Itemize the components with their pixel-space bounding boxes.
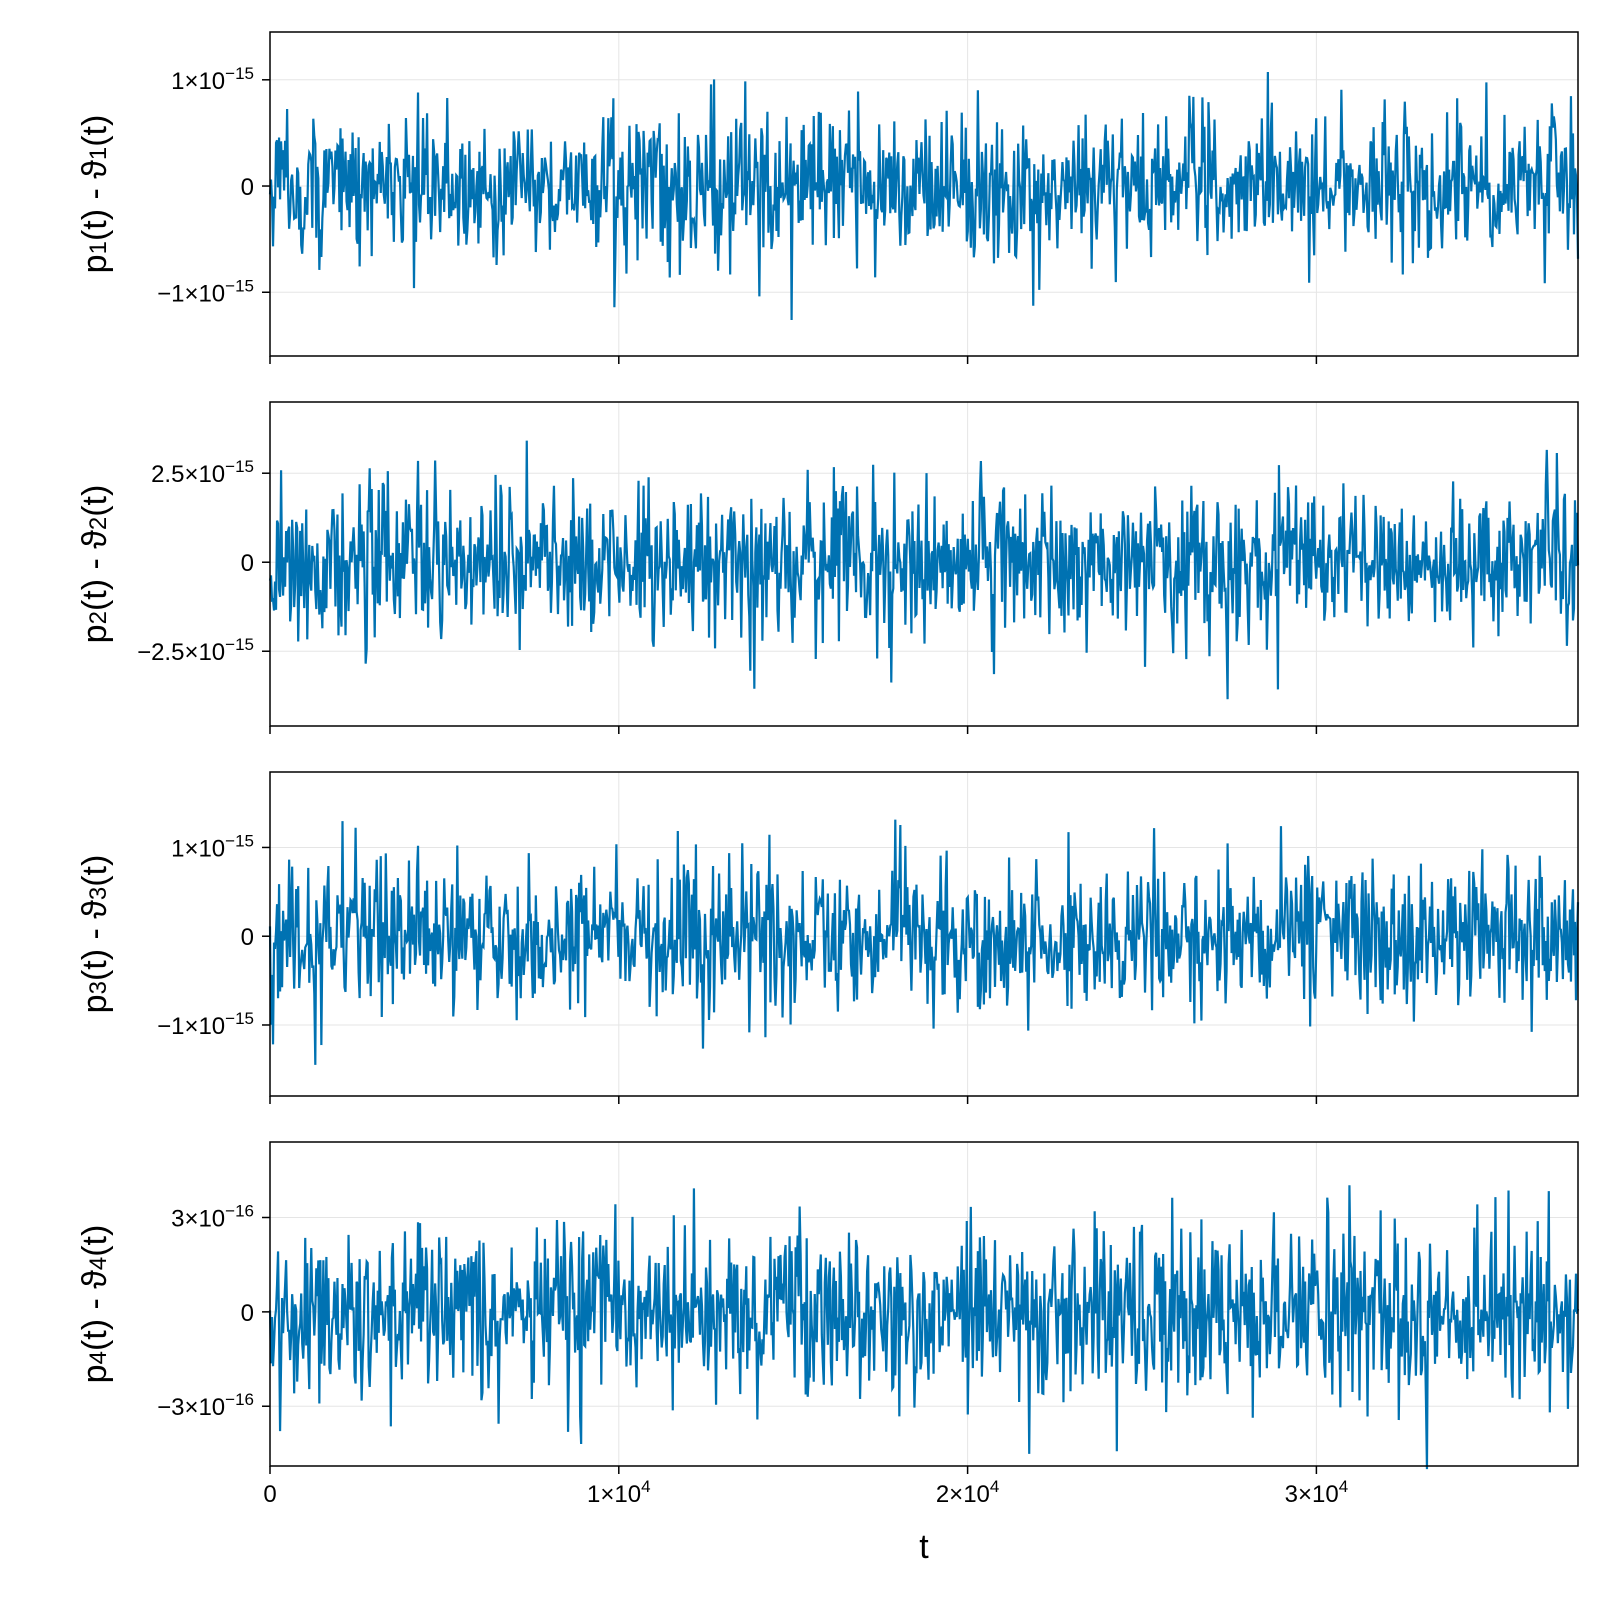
y-tick-label: 0 bbox=[241, 924, 254, 951]
plot-frame bbox=[269, 401, 1579, 727]
x-tick-label: 3×104 bbox=[1285, 1477, 1349, 1508]
series-line-panel-4 bbox=[268, 1185, 1580, 1470]
y-tick-label: −1×10−15 bbox=[157, 276, 254, 307]
y-tick-label: 2.5×10−15 bbox=[151, 457, 254, 488]
y-tick-label: −1×10−15 bbox=[157, 1009, 254, 1040]
series-line-panel-3 bbox=[268, 819, 1580, 1065]
y-tick-label: 0 bbox=[241, 174, 254, 201]
x-tick-label: 0 bbox=[263, 1481, 276, 1508]
plot-frame bbox=[269, 771, 1579, 1097]
plot-frame bbox=[269, 31, 1579, 357]
series-line-panel-1 bbox=[268, 71, 1580, 321]
x-tick-label: 2×104 bbox=[936, 1477, 1000, 1508]
y-tick-label: 3×10−16 bbox=[171, 1201, 254, 1232]
y-axis-title: p4(t) - ϑ4(t) bbox=[76, 1225, 114, 1384]
x-tick-label: 1×104 bbox=[587, 1477, 651, 1508]
y-tick-label: 1×10−15 bbox=[171, 64, 254, 95]
y-tick-label: 1×10−15 bbox=[171, 831, 254, 862]
y-axis-title: p1(t) - ϑ1(t) bbox=[76, 115, 114, 274]
panel-1: 1×10−15 0 −1×10−15 p1(t) - ϑ1(t) bbox=[76, 31, 1580, 364]
series-line-panel-2 bbox=[268, 440, 1580, 700]
y-tick-label: 0 bbox=[241, 550, 254, 577]
y-tick-label: 0 bbox=[241, 1300, 254, 1327]
y-tick-label: −2.5×10−15 bbox=[137, 635, 254, 666]
y-axis-title: p2(t) - ϑ2(t) bbox=[76, 485, 114, 644]
panel-4: 3×10−16 0 −3×10−16 p4(t) - ϑ4(t) bbox=[76, 1141, 1580, 1474]
panel-2: 2.5×10−15 0 −2.5×10−15 p2(t) - ϑ2(t) bbox=[76, 401, 1580, 734]
x-axis-title: t bbox=[919, 1528, 929, 1566]
y-axis-title: p3(t) - ϑ3(t) bbox=[76, 855, 114, 1014]
y-tick-label: −3×10−16 bbox=[157, 1390, 254, 1421]
panel-3: 1×10−15 0 −1×10−15 p3(t) - ϑ3(t) bbox=[76, 771, 1580, 1104]
plot-frame bbox=[269, 1141, 1579, 1467]
